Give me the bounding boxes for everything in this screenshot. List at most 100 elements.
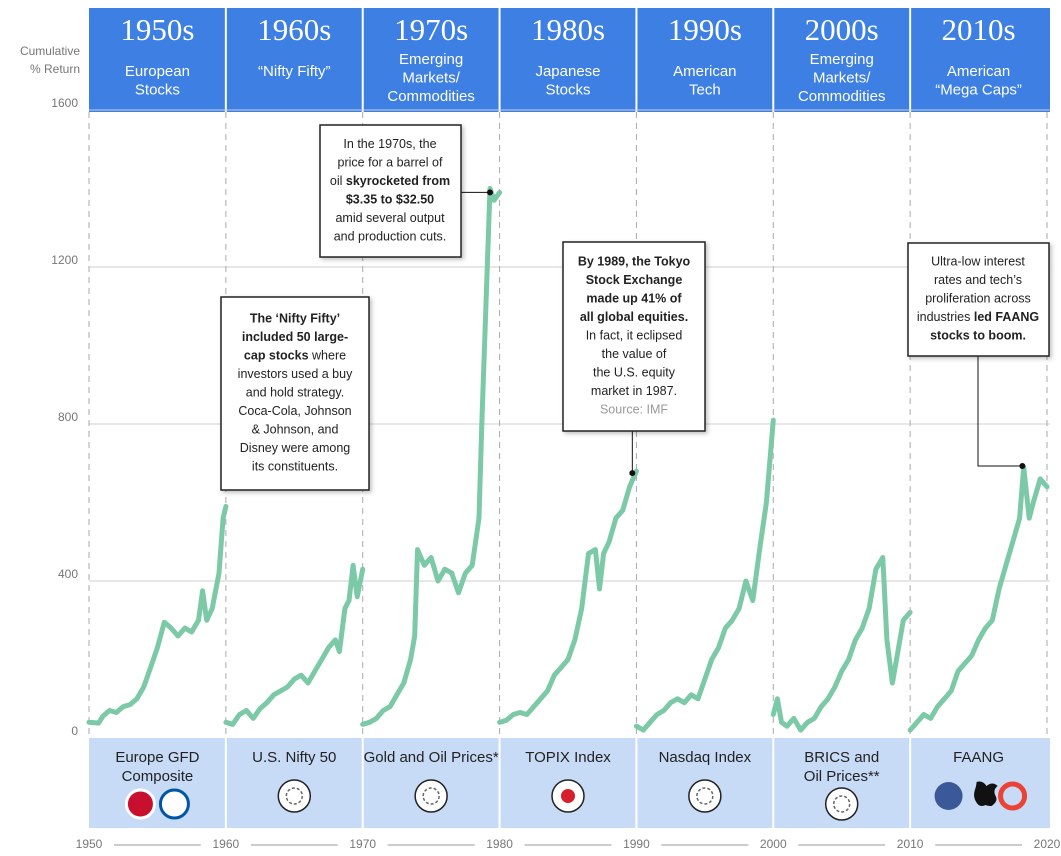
- decade-title: 1990s: [668, 12, 742, 47]
- icon: [422, 787, 440, 805]
- annotation-text: market in 1987.: [591, 384, 677, 398]
- decade-theme: Commodities: [387, 88, 475, 105]
- icon: [998, 781, 1028, 811]
- x-tick-label: 2000: [760, 837, 787, 851]
- annotation-line: investors used a buy: [238, 367, 353, 381]
- decade-theme: Stocks: [135, 81, 180, 98]
- header-band: [774, 8, 910, 112]
- annotation-line: included 50 large-: [242, 330, 348, 344]
- annotation-text: all global equities.: [580, 310, 688, 324]
- annotation-line: Ultra-low interest: [931, 255, 1025, 269]
- annotation-line: and production cuts.: [334, 230, 447, 244]
- decade-theme: American: [947, 63, 1010, 80]
- decade-theme: Japanese: [535, 63, 600, 80]
- index-name: Gold and Oil Prices*: [364, 749, 499, 766]
- annotation-text: The ‘Nifty Fifty’: [250, 312, 340, 326]
- icon: [158, 788, 190, 820]
- annotation-text: led FAANG: [974, 310, 1039, 324]
- annotation-text: Source: IMF: [600, 403, 668, 417]
- annotation-text: Ultra-low interest: [931, 255, 1025, 269]
- icon: [688, 779, 722, 813]
- header-band: [363, 8, 499, 112]
- index-name: Europe GFD: [115, 749, 199, 766]
- annotation-text: proliferation across: [925, 292, 1031, 306]
- annotation-line: all global equities.: [580, 310, 688, 324]
- icon: [285, 787, 304, 805]
- icon: [277, 779, 312, 813]
- annotation-text: Coca-Cola, Johnson: [238, 404, 351, 418]
- annotation-text: rates and tech’s: [934, 273, 1022, 287]
- annotation-text: investors used a buy: [238, 367, 353, 381]
- series-line: [770, 555, 913, 733]
- decade-theme: Tech: [689, 81, 721, 98]
- annotation-box: [562, 241, 706, 432]
- icon: [934, 782, 963, 810]
- x-tick-label: 1970: [349, 837, 376, 851]
- annotation-line: proliferation across: [925, 292, 1031, 306]
- annotation-text: and production cuts.: [334, 230, 447, 244]
- decade-theme: Commodities: [798, 88, 886, 105]
- annotation-text: $3.35 to $32.50: [346, 193, 434, 207]
- x-tick-label: 1980: [486, 837, 513, 851]
- annotation-line: In fact, it eclipsed: [586, 329, 683, 343]
- annotation-line: amid several output: [335, 211, 445, 225]
- index-name: TOPIX Index: [525, 749, 611, 766]
- icon: [696, 787, 714, 805]
- annotation-box: [319, 124, 462, 258]
- series-line: [223, 562, 366, 727]
- annotation-text: price for a barrel of: [338, 156, 443, 170]
- annotation-text: In the 1970s, the: [343, 137, 436, 151]
- annotation-text: the value of: [602, 347, 667, 361]
- annotation-text: its constituents.: [252, 460, 338, 474]
- decade-theme: Emerging: [810, 51, 874, 68]
- annotation-line: the value of: [602, 347, 667, 361]
- decade-theme: Markets/: [813, 69, 871, 86]
- decade-theme: “Mega Caps”: [935, 81, 1022, 98]
- decade-theme: “Nifty Fifty”: [258, 63, 331, 80]
- annotation-line: made up 41% of: [586, 292, 682, 306]
- annotation-point: [1019, 462, 1026, 469]
- annotation-leader: [977, 356, 1023, 467]
- header-band: [226, 8, 362, 112]
- index-name: Composite: [122, 768, 194, 785]
- annotation-point: [486, 189, 493, 196]
- annotation-line: rates and tech’s: [934, 273, 1022, 287]
- annotation-line: The ‘Nifty Fifty’: [250, 312, 340, 326]
- decade-theme: American: [673, 63, 736, 80]
- y-tick-label: 400: [58, 567, 78, 581]
- annotation-line: Source: IMF: [600, 403, 668, 417]
- icon: [974, 781, 998, 806]
- annotation-line: price for a barrel of: [338, 156, 443, 170]
- annotation-text: and hold strategy.: [246, 386, 344, 400]
- y-tick-label: 0: [71, 724, 78, 738]
- y-tick-label: 800: [58, 410, 78, 424]
- decade-title: 1960s: [257, 12, 331, 47]
- annotation-line: Stock Exchange: [586, 273, 683, 287]
- annotation-line: Disney were among: [240, 441, 351, 455]
- series-line: [633, 417, 776, 733]
- y-tick-label: 1200: [51, 253, 78, 267]
- x-tick-label: 2010: [897, 837, 924, 851]
- footer-band: [89, 738, 225, 828]
- decade-theme: Emerging: [399, 51, 463, 68]
- series-line: [360, 186, 503, 727]
- annotation-text: the U.S. equity: [593, 366, 676, 380]
- annotation-box: [220, 296, 370, 491]
- decade-title: 2000s: [805, 12, 879, 47]
- annotation-text: By 1989, the Tokyo: [578, 255, 691, 269]
- decade-title: 1970s: [394, 12, 468, 47]
- header-band: [500, 8, 636, 112]
- annotation-text: amid several output: [335, 211, 445, 225]
- header-band: [89, 8, 225, 112]
- y-axis-label: Cumulative: [20, 44, 80, 58]
- annotation-text: skyrocketed from: [346, 174, 450, 188]
- index-name: Oil Prices**: [804, 768, 880, 785]
- annotation-text: cap stocks: [244, 349, 309, 363]
- header-band: [637, 8, 773, 112]
- index-name: Nasdaq Index: [659, 749, 752, 766]
- annotation-line: By 1989, the Tokyo: [578, 255, 691, 269]
- decade-title: 1980s: [531, 12, 605, 47]
- decade-title: 2010s: [942, 12, 1016, 47]
- x-tick-label: 1950: [76, 837, 103, 851]
